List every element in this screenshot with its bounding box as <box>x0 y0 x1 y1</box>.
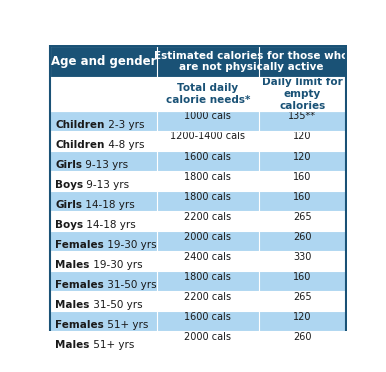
Text: 1800 cals: 1800 cals <box>185 171 231 182</box>
Bar <box>50 231 157 251</box>
Text: 120: 120 <box>293 312 312 322</box>
Bar <box>157 211 259 231</box>
Bar <box>259 131 346 151</box>
Text: 2000 cals: 2000 cals <box>185 232 231 241</box>
Bar <box>50 251 157 271</box>
Text: 14-18 yrs: 14-18 yrs <box>82 201 135 210</box>
Bar <box>50 291 157 311</box>
Text: Males: Males <box>55 301 90 311</box>
Bar <box>157 77 259 111</box>
Bar <box>50 46 157 77</box>
Bar <box>50 77 157 111</box>
Text: Females: Females <box>55 240 104 250</box>
Bar <box>50 331 157 351</box>
Bar <box>157 46 346 77</box>
Bar <box>50 111 157 131</box>
Bar <box>259 231 346 251</box>
Text: 1200-1400 cals: 1200-1400 cals <box>170 131 245 141</box>
Bar <box>50 131 157 151</box>
Text: Children: Children <box>55 140 105 150</box>
Bar <box>259 311 346 331</box>
Text: Total daily
calorie needs*: Total daily calorie needs* <box>166 83 250 105</box>
Text: 2-3 yrs: 2-3 yrs <box>105 120 144 130</box>
Bar <box>157 271 259 291</box>
Bar <box>157 131 259 151</box>
Text: 9-13 yrs: 9-13 yrs <box>83 180 129 190</box>
Text: Estimated calories for those who
are not physically active: Estimated calories for those who are not… <box>154 51 349 73</box>
Bar <box>157 151 259 171</box>
Bar <box>259 331 346 351</box>
Text: 265: 265 <box>293 292 312 302</box>
Text: 2400 cals: 2400 cals <box>185 251 231 262</box>
Text: 160: 160 <box>293 192 312 202</box>
Text: Females: Females <box>55 320 104 330</box>
Bar <box>259 77 346 111</box>
Text: Girls: Girls <box>55 201 82 210</box>
Bar <box>259 291 346 311</box>
Text: Males: Males <box>55 260 90 270</box>
Text: 14-18 yrs: 14-18 yrs <box>83 220 136 230</box>
Text: 31-50 yrs: 31-50 yrs <box>90 301 142 311</box>
Text: 2200 cals: 2200 cals <box>185 292 232 302</box>
Text: 160: 160 <box>293 272 312 282</box>
Text: 4-8 yrs: 4-8 yrs <box>105 140 144 150</box>
Bar <box>157 231 259 251</box>
Text: 1000 cals: 1000 cals <box>185 112 231 122</box>
Text: 1800 cals: 1800 cals <box>185 272 231 282</box>
Text: 19-30 yrs: 19-30 yrs <box>104 240 157 250</box>
Bar <box>157 111 259 131</box>
Text: Females: Females <box>55 280 104 291</box>
Text: 51+ yrs: 51+ yrs <box>104 320 148 330</box>
Text: 260: 260 <box>293 232 312 241</box>
Bar <box>259 171 346 191</box>
Text: Boys: Boys <box>55 180 83 190</box>
Text: 2200 cals: 2200 cals <box>185 212 232 222</box>
Bar <box>259 271 346 291</box>
Text: 19-30 yrs: 19-30 yrs <box>90 260 142 270</box>
Bar <box>50 191 157 211</box>
Text: 135**: 135** <box>288 112 317 122</box>
Bar <box>50 151 157 171</box>
Text: 260: 260 <box>293 332 312 342</box>
Text: Boys: Boys <box>55 220 83 230</box>
Bar <box>259 191 346 211</box>
Bar <box>50 171 157 191</box>
Bar <box>157 191 259 211</box>
Bar <box>259 251 346 271</box>
Bar <box>259 211 346 231</box>
Bar <box>50 311 157 331</box>
Text: Children: Children <box>55 120 105 130</box>
Bar <box>259 151 346 171</box>
Text: 2000 cals: 2000 cals <box>185 332 231 342</box>
Text: Males: Males <box>55 340 90 350</box>
Text: 120: 120 <box>293 131 312 141</box>
Text: 31-50 yrs: 31-50 yrs <box>104 280 157 291</box>
Bar <box>50 211 157 231</box>
Bar <box>50 271 157 291</box>
Text: 120: 120 <box>293 151 312 161</box>
Text: 330: 330 <box>293 251 312 262</box>
Text: 1600 cals: 1600 cals <box>185 151 231 161</box>
Text: 265: 265 <box>293 212 312 222</box>
Text: 1800 cals: 1800 cals <box>185 192 231 202</box>
Text: 51+ yrs: 51+ yrs <box>90 340 134 350</box>
Text: 1600 cals: 1600 cals <box>185 312 231 322</box>
Bar <box>157 171 259 191</box>
Bar <box>157 311 259 331</box>
Bar <box>157 291 259 311</box>
Text: 160: 160 <box>293 171 312 182</box>
Bar <box>157 331 259 351</box>
Text: Girls: Girls <box>55 160 82 170</box>
Text: Daily limit for
empty
calories: Daily limit for empty calories <box>262 77 343 110</box>
Text: 9-13 yrs: 9-13 yrs <box>82 160 129 170</box>
Text: Age and gender: Age and gender <box>51 55 156 68</box>
Bar <box>157 251 259 271</box>
Bar <box>259 111 346 131</box>
